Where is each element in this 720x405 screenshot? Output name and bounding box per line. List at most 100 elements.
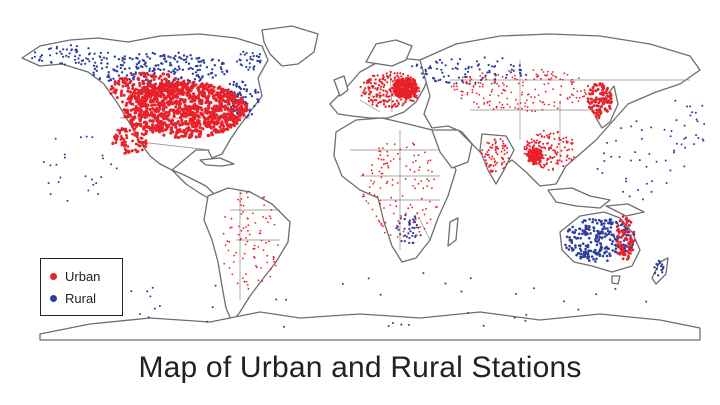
urban-station-point <box>242 210 244 213</box>
urban-station-point <box>362 91 365 95</box>
urban-station-point <box>197 105 201 110</box>
urban-station-point <box>429 200 431 203</box>
urban-station-point <box>178 100 182 104</box>
urban-station-point <box>429 159 432 162</box>
rural-station-point <box>187 67 190 71</box>
urban-station-point <box>502 142 505 145</box>
urban-station-point <box>501 162 504 165</box>
rural-station-point <box>180 57 183 60</box>
rural-station-point <box>571 225 574 229</box>
urban-station-point <box>224 118 228 122</box>
urban-station-point <box>631 240 635 244</box>
rural-station-point <box>477 63 480 66</box>
urban-station-point <box>144 139 148 143</box>
rural-station-point <box>196 68 199 72</box>
urban-station-point <box>174 105 178 109</box>
rural-station-point <box>440 68 443 71</box>
urban-station-point <box>238 225 240 228</box>
rural-station-point <box>248 109 251 113</box>
urban-station-point <box>370 98 373 101</box>
rural-station-point <box>408 241 411 244</box>
urban-station-point <box>365 91 368 94</box>
urban-station-point <box>247 224 250 227</box>
urban-station-point <box>534 150 538 154</box>
urban-station-point <box>550 161 553 163</box>
rural-station-point <box>414 235 417 238</box>
rural-station-point <box>592 229 596 233</box>
urban-station-point <box>532 162 536 166</box>
urban-station-point <box>500 150 503 153</box>
urban-station-point <box>219 91 223 95</box>
rural-station-point <box>589 240 593 244</box>
urban-station-points <box>109 68 637 290</box>
rural-station-point <box>252 68 255 71</box>
rural-station-point <box>645 182 648 185</box>
rural-station-point <box>566 229 570 233</box>
urban-station-point <box>419 226 422 228</box>
urban-station-point <box>379 88 382 91</box>
new-guinea <box>605 203 645 217</box>
urban-station-point <box>550 147 552 150</box>
urban-station-point <box>195 106 199 110</box>
urban-station-point <box>530 141 533 144</box>
urban-station-point <box>505 85 508 88</box>
urban-station-point <box>599 99 603 103</box>
urban-station-point <box>174 95 178 99</box>
rural-station-point <box>195 57 198 60</box>
rural-station-point <box>177 51 180 54</box>
urban-station-point <box>133 89 136 93</box>
rural-station-point <box>248 66 251 69</box>
urban-station-point <box>218 125 222 129</box>
rural-station-point <box>615 139 617 142</box>
rural-station-point <box>40 59 44 63</box>
urban-station-point <box>501 140 504 143</box>
urban-station-point <box>138 71 142 75</box>
rural-station-point <box>696 120 699 123</box>
rural-station-point <box>669 135 672 138</box>
urban-station-point <box>191 124 195 129</box>
urban-station-point <box>232 96 236 100</box>
urban-station-point <box>540 153 544 158</box>
urban-station-point <box>536 155 541 159</box>
rural-station-point <box>580 252 583 256</box>
urban-station-point <box>367 96 370 99</box>
rural-station-point <box>637 189 640 191</box>
urban-station-point <box>239 239 242 241</box>
rural-station-point <box>256 59 259 63</box>
urban-station-point <box>221 87 225 92</box>
rural-station-point <box>640 137 643 140</box>
rural-station-point <box>584 250 587 254</box>
urban-station-point <box>146 81 150 85</box>
urban-station-point <box>384 221 387 224</box>
urban-station-point <box>493 157 496 160</box>
urban-station-point <box>137 94 141 98</box>
urban-station-point <box>488 104 491 107</box>
urban-station-point <box>232 92 236 96</box>
urban-station-point <box>528 156 532 160</box>
rural-station-point <box>198 56 201 60</box>
urban-station-point <box>251 212 254 215</box>
urban-station-point <box>520 93 523 96</box>
rural-station-point <box>47 182 50 185</box>
urban-station-point <box>594 114 598 118</box>
rural-station-point <box>625 177 628 180</box>
urban-station-point <box>396 72 399 75</box>
rural-station-point <box>407 232 410 235</box>
urban-station-point <box>393 72 396 75</box>
rural-station-point <box>602 225 606 228</box>
urban-station-point <box>484 159 487 162</box>
urban-station-point <box>114 141 118 145</box>
urban-station-point <box>248 233 251 236</box>
urban-station-point <box>222 124 226 128</box>
urban-station-point <box>556 162 559 165</box>
urban-station-point <box>524 102 526 104</box>
urban-station-point <box>524 105 526 108</box>
urban-station-point <box>539 163 542 166</box>
arabian-peninsula <box>431 129 473 169</box>
urban-station-point <box>141 71 145 75</box>
urban-station-point <box>608 91 612 95</box>
urban-station-point <box>572 87 575 90</box>
urban-station-point <box>207 133 211 137</box>
urban-station-point <box>557 130 559 133</box>
urban-station-point <box>484 76 486 79</box>
